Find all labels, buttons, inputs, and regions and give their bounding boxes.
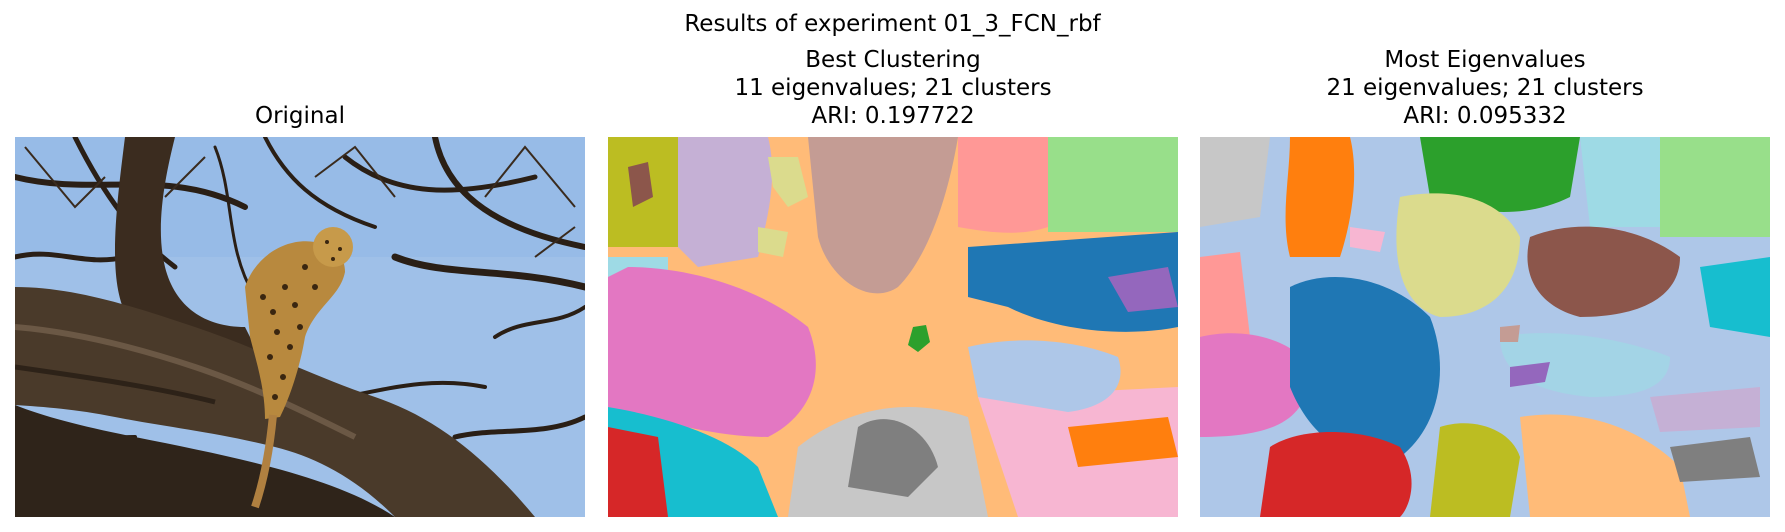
panel-title-line: ARI: 0.095332 (1403, 103, 1567, 129)
original-image (15, 137, 585, 517)
panel-title-line: 21 eigenvalues; 21 clusters (1326, 75, 1644, 101)
panel-title-line: Best Clustering (805, 47, 981, 73)
panel-title-line: Original (254, 103, 345, 129)
panel-title-line: Most Eigenvalues (1384, 47, 1586, 73)
panel-title-line: ARI: 0.197722 (811, 103, 975, 129)
panel-title-line: 11 eigenvalues; 21 clusters (734, 75, 1052, 101)
best-clustering-segmentation (608, 137, 1178, 517)
figure-suptitle: Results of experiment 01_3_FCN_rbf (684, 11, 1101, 37)
most-eigenvalues-segmentation (1200, 137, 1770, 517)
